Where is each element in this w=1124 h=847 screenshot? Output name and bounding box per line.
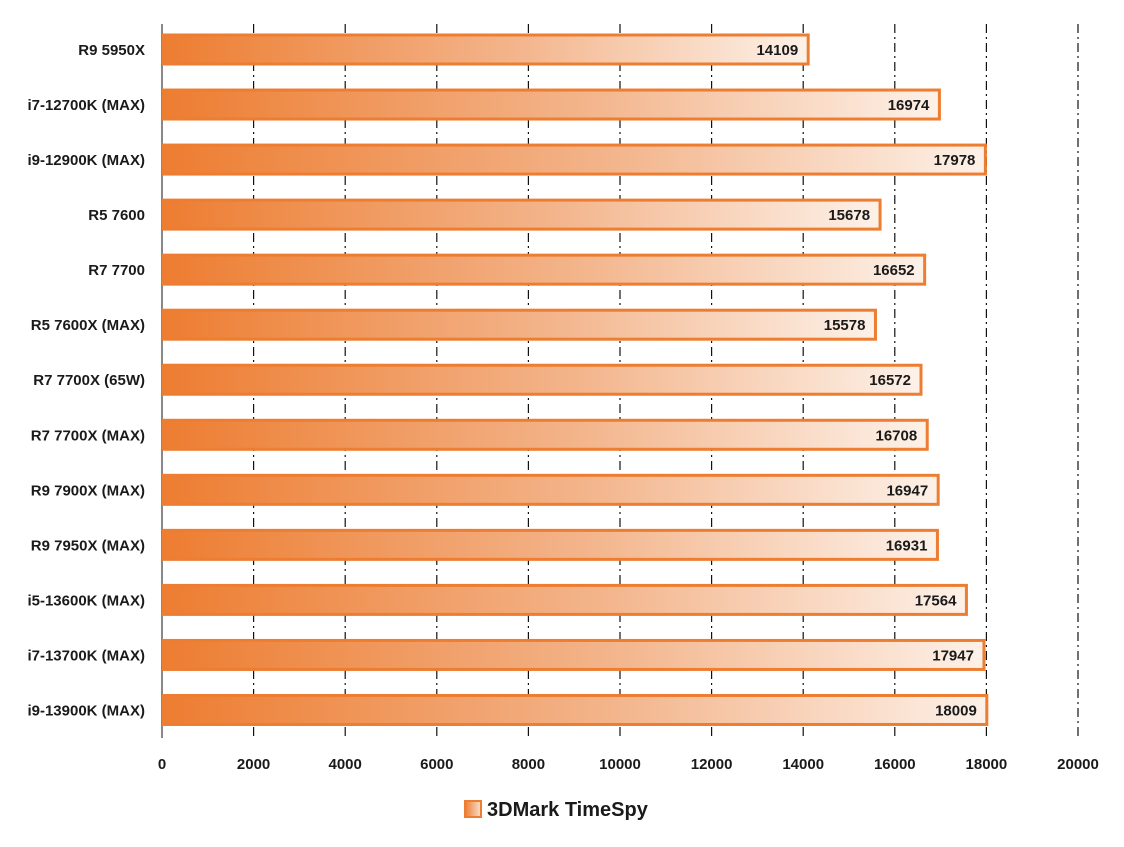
- x-axis-tick-labels: 0 2000 4000 6000 8000 10000 12000 14000 16000 180…: [158, 756, 1099, 773]
- bar-group: 18009: [162, 693, 989, 726]
- bar-group: 16931: [162, 528, 939, 561]
- category-label: i7-13700K (MAX): [27, 647, 145, 664]
- x-tick-label: 12000: [691, 756, 733, 773]
- x-tick-label: 6000: [420, 756, 453, 773]
- category-label: i9-13900K (MAX): [27, 702, 145, 719]
- data-label: 16572: [869, 372, 911, 389]
- bar-group: 17978: [162, 143, 987, 176]
- data-label: 15678: [828, 207, 870, 224]
- category-label: R9 7900X (MAX): [31, 482, 145, 499]
- category-label: i5-13600K (MAX): [27, 592, 145, 609]
- bar-group: 16652: [162, 253, 927, 286]
- bar-group: 16974: [162, 88, 941, 121]
- bar-group: 16708: [162, 418, 929, 451]
- bar: [162, 528, 939, 561]
- category-labels: R9 5950X i7-12700K (MAX) i9-12900K (MAX) R5…: [27, 42, 145, 719]
- legend-swatch-icon: [464, 800, 482, 818]
- x-tick-label: 20000: [1057, 756, 1099, 773]
- bar: [162, 88, 941, 121]
- x-tick-label: 8000: [512, 756, 545, 773]
- category-label: R9 7950X (MAX): [31, 537, 145, 554]
- data-label: 17947: [932, 647, 974, 664]
- bar: [162, 638, 986, 671]
- bar: [162, 418, 929, 451]
- category-label: i9-12900K (MAX): [27, 152, 145, 169]
- category-label: R5 7600: [88, 207, 145, 224]
- bar: [162, 693, 989, 726]
- bar: [162, 33, 810, 66]
- bar: [162, 473, 940, 506]
- data-label: 16974: [888, 97, 930, 114]
- data-label: 18009: [935, 702, 977, 719]
- bar: [162, 143, 987, 176]
- data-label: 16931: [886, 537, 928, 554]
- bar: [162, 583, 968, 616]
- bar-group: 16572: [162, 363, 923, 396]
- category-label: R7 7700X (65W): [33, 372, 145, 389]
- legend-label: 3DMark TimeSpy: [487, 799, 649, 821]
- category-label: R9 5950X: [78, 42, 145, 59]
- bar-group: 16947: [162, 473, 940, 506]
- category-label: R5 7600X (MAX): [31, 317, 145, 334]
- x-tick-label: 0: [158, 756, 166, 773]
- data-label: 16947: [886, 482, 928, 499]
- category-label: i7-12700K (MAX): [27, 97, 145, 114]
- x-tick-label: 14000: [782, 756, 824, 773]
- x-tick-label: 18000: [966, 756, 1008, 773]
- bar-group: 17564: [162, 583, 968, 616]
- data-label: 17978: [934, 152, 976, 169]
- x-tick-label: 2000: [237, 756, 270, 773]
- bar-group: 15678: [162, 198, 882, 231]
- legend: 3DMark TimeSpy: [464, 799, 649, 821]
- x-tick-label: 10000: [599, 756, 641, 773]
- bar: [162, 253, 927, 286]
- category-label: R7 7700X (MAX): [31, 427, 145, 444]
- data-label: 14109: [756, 42, 798, 59]
- data-label: 15578: [824, 317, 866, 334]
- data-label: 16652: [873, 262, 915, 279]
- bar-group: 15578: [162, 308, 877, 341]
- x-tick-label: 4000: [329, 756, 362, 773]
- bar: [162, 363, 923, 396]
- bar-group: 14109: [162, 33, 810, 66]
- bar: [162, 198, 882, 231]
- data-label: 17564: [915, 592, 957, 609]
- bar: [162, 308, 877, 341]
- bar-group: 17947: [162, 638, 986, 671]
- bars: 14109 16974 17978 15678 16652 15578 16572 16708…: [162, 33, 989, 726]
- category-label: R7 7700: [88, 262, 145, 279]
- data-label: 16708: [876, 427, 918, 444]
- x-tick-label: 16000: [874, 756, 916, 773]
